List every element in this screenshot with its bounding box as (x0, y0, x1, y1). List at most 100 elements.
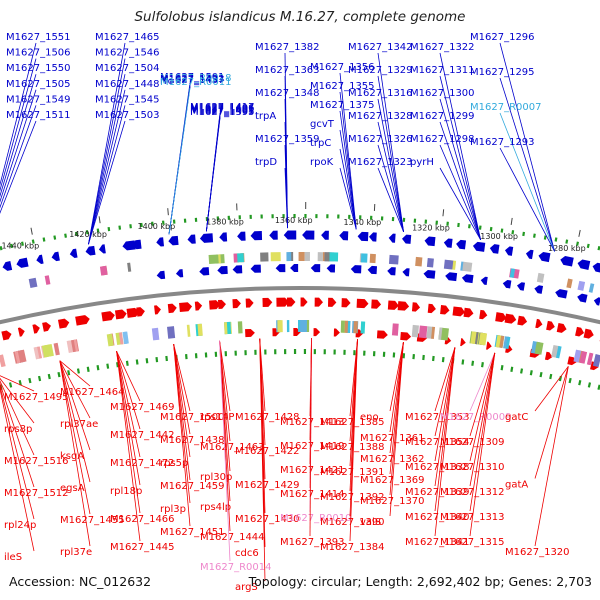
forward-gene-arrow-inner (250, 264, 261, 273)
reverse-gene-arrow (314, 297, 323, 307)
forward-cog-box (426, 257, 434, 268)
gene-label: M1627_1444 (200, 532, 265, 543)
gene-label: M1627_1342 (348, 42, 413, 53)
gene-leader-line (377, 52, 404, 232)
reverse-cog-box (592, 354, 600, 368)
gc-tick (549, 373, 553, 380)
gc-tick (586, 243, 590, 249)
forward-cog-box (127, 262, 132, 272)
gene-leader-line (0, 42, 37, 187)
forward-gene-arrow (525, 249, 534, 260)
gc-tick (478, 225, 482, 230)
reverse-gene-arrow-inner (400, 331, 412, 341)
reverse-cog-box (505, 336, 511, 349)
reverse-gene-arrow (167, 303, 177, 314)
gene-label: M1627_1353 (405, 412, 470, 423)
gene-label: rpoK (310, 157, 334, 168)
gene-label: M1627_1551 (6, 32, 71, 43)
reverse-cog-box (41, 344, 51, 358)
gene-leader-line (168, 87, 191, 235)
gc-tick (576, 241, 579, 246)
reverse-gene-arrow (327, 297, 337, 307)
gc-tick (28, 377, 32, 384)
forward-cog-box (536, 272, 545, 283)
gene-leader-line (116, 351, 141, 430)
forward-gene-arrow-inner (350, 265, 362, 274)
gene-label: M1627_1505 (6, 79, 71, 90)
gene-leader-line (173, 344, 191, 527)
forward-gene-arrow (69, 248, 78, 259)
gene-leader-line (469, 352, 496, 412)
gene-label: M1627_1550 (6, 63, 71, 74)
gene-label: M1627_1395 (190, 107, 255, 118)
gene-label: M1627_1296 (470, 32, 535, 43)
reverse-gene-arrow (136, 307, 145, 317)
reverse-gene-arrow-inner (293, 328, 301, 337)
gene-label: trpA (255, 111, 276, 122)
reverse-gene-arrow (1, 330, 12, 341)
gc-tick (511, 230, 515, 235)
gene-leader-line (88, 105, 126, 245)
reverse-cog-box (73, 339, 79, 352)
gene-leader-line (377, 75, 404, 232)
gc-tick (8, 382, 13, 388)
gene-leader-line (339, 167, 357, 230)
gc-tick (0, 246, 3, 251)
reverse-cog-box (587, 352, 594, 366)
gene-leader-line (0, 375, 35, 392)
gene-leader-line (0, 74, 37, 198)
forward-gene-arrow-inner (461, 274, 474, 284)
gene-label: ileS (4, 552, 22, 563)
forward-gene-arrow (368, 232, 377, 242)
gene-label: M1627_1429 (235, 480, 300, 491)
gene-label: M1627_R0010 (280, 513, 351, 524)
gc-tick (522, 231, 526, 237)
forward-gene-arrow (472, 241, 486, 252)
reverse-cog-box (441, 327, 449, 341)
gene-label: M1627_1421 (280, 465, 345, 476)
reverse-gene-arrow (452, 306, 465, 317)
gene-leader-line (173, 344, 191, 458)
gene-leader-line (499, 77, 555, 252)
forward-gene-arrow (250, 231, 263, 241)
gene-label: M1627_1406 (190, 103, 255, 114)
forward-cog-box (566, 278, 573, 289)
reverse-gene-arrow-inner (333, 328, 340, 337)
gene-label: argS (235, 582, 258, 593)
gc-tick (10, 243, 14, 249)
reverse-strand-track (1, 297, 600, 371)
gene-label: M1627_1504 (95, 63, 160, 74)
gc-tick (118, 225, 122, 230)
forward-gene-arrow (85, 245, 96, 256)
gene-label: M1627_1355 (310, 81, 375, 92)
reverse-cog-box (123, 331, 129, 344)
gc-tick (578, 380, 582, 386)
figure-title: Sulfolobus islandicus M.16.27, complete … (134, 9, 466, 25)
gc-tick (461, 359, 465, 365)
gene-label: M1627_1309 (440, 437, 505, 448)
gene-leader-line (88, 120, 126, 245)
forward-gene-arrow-inner (310, 264, 321, 273)
gc-tick (86, 366, 90, 372)
forward-gene-arrow-inner (480, 276, 488, 285)
ruler-label: 1320 kbp (412, 223, 450, 232)
gc-tick (500, 365, 504, 371)
forward-cog-box (388, 254, 399, 265)
gene-label: M1627_1511 (6, 110, 71, 121)
forward-gene-arrow (592, 262, 600, 273)
gene-label: M1627_1362 (360, 454, 425, 465)
gc-tick (554, 237, 558, 242)
forward-gene-arrow (168, 235, 179, 246)
reverse-gene-arrow (17, 327, 25, 337)
gene-label: M1627_1516 (4, 456, 69, 467)
reverse-cog-box (579, 350, 588, 364)
reverse-cog-box (391, 323, 399, 336)
ruler-tick (442, 209, 445, 217)
gene-label: M1627_1323 (348, 157, 413, 168)
gene-label: M1627_1469 (110, 402, 175, 413)
reverse-cog-box (551, 344, 560, 358)
gene-label: M1627_1298 (410, 134, 475, 145)
reverse-cog-box (33, 346, 41, 360)
